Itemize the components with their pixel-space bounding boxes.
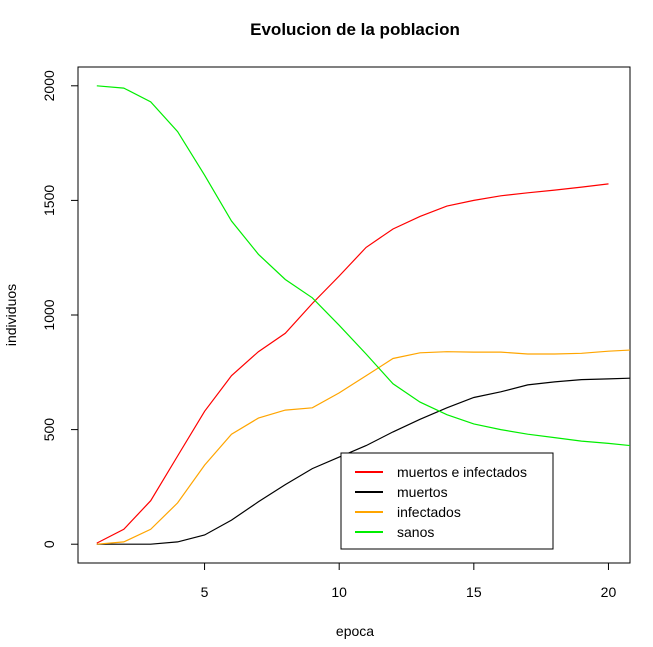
x-axis-label: epoca [336,623,374,639]
y-tick-label: 0 [41,540,57,548]
x-axis: 5 10 15 20 [201,562,617,600]
legend: muertos e infectados muertos infectados san… [340,452,554,550]
legend-label: infectados [397,504,461,520]
legend-label: sanos [397,524,434,540]
chart-title: Evolucion de la poblacion [250,20,460,39]
legend-label: muertos [397,484,448,500]
y-tick-label: 500 [41,418,57,442]
x-tick-label: 5 [201,584,209,600]
x-tick-label: 10 [331,584,347,600]
y-axis-label: individuos [3,284,19,346]
x-tick-label: 15 [466,584,482,600]
y-axis: 0 500 1000 1500 2000 [41,70,79,548]
y-tick-label: 1000 [41,299,57,330]
series-line-2 [96,377,630,545]
series-layer [96,85,630,545]
y-tick-label: 1500 [41,185,57,216]
legend-label: muertos e infectados [397,464,527,480]
y-tick-label: 2000 [41,70,57,101]
series-line-3 [96,349,630,545]
series-line-4 [96,85,630,447]
x-tick-label: 20 [601,584,617,600]
series-line-1 [96,183,609,544]
